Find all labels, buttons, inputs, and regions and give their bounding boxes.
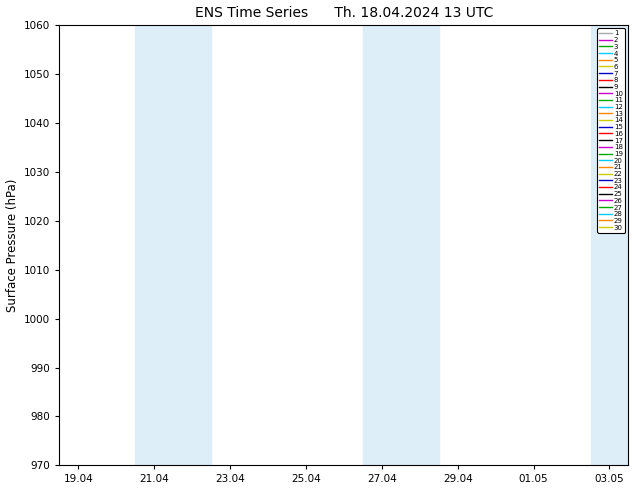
Bar [135, 25, 211, 465]
Y-axis label: Surface Pressure (hPa): Surface Pressure (hPa) [6, 178, 18, 312]
Bar [363, 25, 439, 465]
Bar [590, 25, 628, 465]
Legend: 1, 2, 3, 4, 5, 6, 7, 8, 9, 10, 11, 12, 13, 14, 15, 16, 17, 18, 19, 20, 21, 22, 2: 1, 2, 3, 4, 5, 6, 7, 8, 9, 10, 11, 12, 1… [597, 28, 625, 233]
Title: ENS Time Series      Th. 18.04.2024 13 UTC: ENS Time Series Th. 18.04.2024 13 UTC [195, 5, 493, 20]
